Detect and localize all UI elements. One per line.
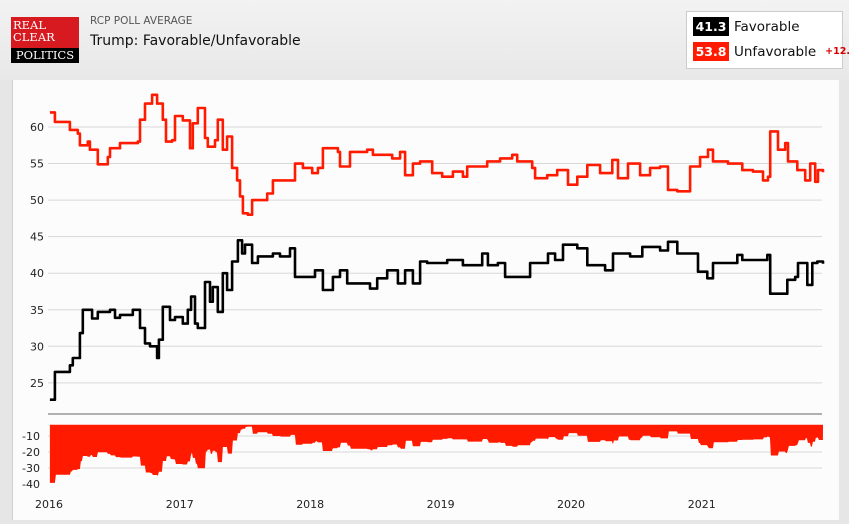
chart-title: Trump: Favorable/Unfavorable (90, 33, 301, 49)
header: REAL CLEAR POLITICS RCP POLL AVERAGE Tru… (0, 0, 849, 80)
unfavorable-value-badge: 53.8 (693, 42, 729, 61)
x-tick-label: 2017 (166, 498, 194, 511)
unfavorable-line (49, 93, 825, 216)
logo-text-real: REAL (13, 18, 46, 32)
x-axis: 2016 2017 2018 2019 2020 2021 (35, 498, 716, 511)
y-tick-label: 35 (30, 304, 44, 317)
logo-text-politics: POLITICS (11, 48, 79, 63)
y-tick-label: 50 (30, 194, 44, 207)
main-series (49, 93, 825, 401)
favorable-value-badge: 41.3 (693, 17, 729, 36)
y-tick-label: 55 (30, 158, 44, 171)
legend: 41.3 Favorable 53.8 Unfavorable +12.5 (686, 11, 849, 69)
x-tick-label: 2016 (35, 498, 63, 511)
y-tick-label: 30 (30, 340, 44, 353)
legend-item-favorable[interactable]: 41.3 Favorable (693, 17, 800, 36)
main-y-axis: 25 30 35 40 45 50 55 60 (30, 121, 44, 390)
spread-y-axis: -10 -20 -30 -40 (22, 430, 40, 491)
spread-value: +12.5 (825, 46, 849, 57)
y-tick-label: 45 (30, 231, 44, 244)
x-tick-label: 2018 (296, 498, 324, 511)
favorable-label: Favorable (734, 18, 800, 35)
x-tick-label: 2020 (557, 498, 585, 511)
spread-y-tick-label: -40 (22, 478, 40, 491)
y-tick-label: 25 (30, 377, 44, 390)
spread-y-tick-label: -30 (22, 462, 40, 475)
y-tick-label: 60 (30, 121, 44, 134)
spread-y-tick-label: -20 (22, 446, 40, 459)
unfavorable-label: Unfavorable (734, 43, 817, 60)
x-tick-label: 2021 (688, 498, 716, 511)
logo-text-clear: CLEAR (13, 30, 55, 44)
chart-kicker: RCP POLL AVERAGE (90, 15, 193, 27)
legend-item-unfavorable[interactable]: 53.8 Unfavorable +12.5 (693, 42, 849, 61)
rcp-logo[interactable]: REAL CLEAR POLITICS (11, 17, 79, 63)
y-tick-label: 40 (30, 267, 44, 280)
main-grid (48, 126, 822, 384)
spread-y-tick-label: -10 (22, 430, 40, 443)
favorable-line (49, 239, 825, 401)
spread-chart (49, 424, 823, 483)
x-tick-label: 2019 (427, 498, 455, 511)
spread-area (49, 424, 823, 483)
